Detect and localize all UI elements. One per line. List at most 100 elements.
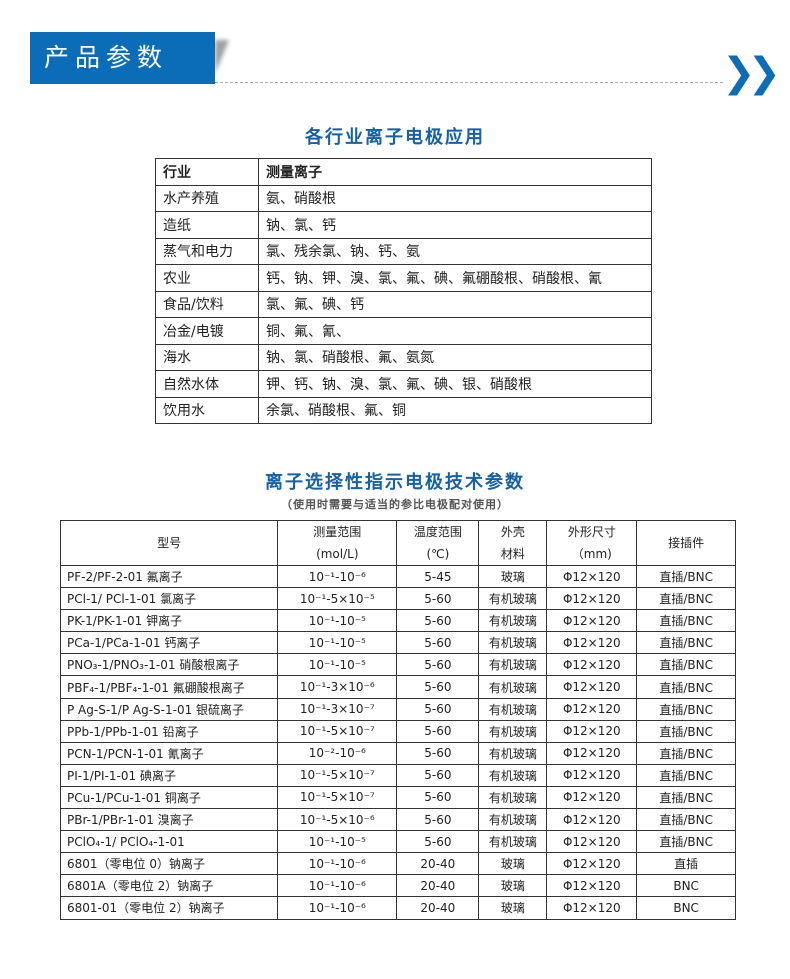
- temperature-cell: 5-60: [396, 631, 480, 655]
- table-row: 冶金/电镀 铜、氟、氰、: [155, 317, 652, 345]
- table-row: PCa-1/PCa-1-01 钙离子 10⁻¹-10⁻⁵ 5-60 有机玻璃 Φ12×1…: [59, 631, 736, 655]
- connector-cell: 直插/BNC: [636, 741, 736, 765]
- model-cell: PBr-1/PBr-1-01 溴离子: [59, 808, 279, 832]
- temperature-cell: 5-60: [396, 741, 480, 765]
- table-row: PBF₄-1/PBF₄-1-01 氟硼酸根离子 10⁻¹-3×10⁻⁶ 5-60 有机…: [59, 675, 736, 699]
- connector-cell: 直插/BNC: [636, 564, 736, 589]
- table-row: PCu-1/PCu-1-01 铜离子 10⁻¹-5×10⁻⁷ 5-60 有机玻璃 Φ12…: [59, 785, 736, 810]
- range-cell: 10⁻¹-3×10⁻⁶: [277, 675, 398, 699]
- dimension-cell: Φ12×120: [546, 763, 638, 787]
- model-cell: PCN-1/PCN-1-01 氰离子: [59, 741, 279, 765]
- column-header: 行业: [155, 158, 259, 186]
- dimension-cell: Φ12×120: [546, 697, 638, 721]
- ions-cell: 钠、氯、钙: [258, 211, 652, 239]
- column-header-line: 测量范围: [313, 525, 362, 539]
- industry-table: 行业 测量离子 水产养殖 氨、硝酸根 造纸 钠、氯、钙 蒸气和电力 氯、残余氯、钠、钙、氨 农业…: [155, 158, 652, 424]
- housing-cell: 有机玻璃: [478, 587, 548, 611]
- housing-cell: 有机玻璃: [478, 763, 548, 787]
- dimension-cell: Φ12×120: [546, 741, 638, 765]
- column-header-line: 接插件: [668, 536, 705, 550]
- temperature-cell: 5-60: [396, 653, 480, 677]
- ions-cell: 氨、硝酸根: [258, 184, 652, 212]
- model-cell: PI-1/PI-1-01 碘离子: [59, 763, 279, 787]
- housing-cell: 有机玻璃: [478, 653, 548, 677]
- ions-cell: 钠、氯、硝酸根、氟、氨氮: [258, 343, 652, 371]
- housing-cell: 玻璃: [478, 874, 548, 898]
- housing-cell: 有机玻璃: [478, 830, 548, 854]
- connector-cell: BNC: [636, 874, 736, 898]
- column-header: 温度范围 (℃): [396, 520, 480, 566]
- column-header-line: (mol/L): [316, 547, 359, 561]
- industry-table-title: 各行业离子电极应用: [305, 127, 485, 148]
- industry-cell: 自然水体: [155, 370, 259, 398]
- model-cell: PK-1/PK-1-01 钾离子: [59, 609, 279, 633]
- connector-cell: 直插/BNC: [636, 763, 736, 787]
- connector-cell: 直插/BNC: [636, 830, 736, 854]
- column-header: 测量离子: [258, 158, 652, 186]
- dimension-cell: Φ12×120: [546, 785, 638, 810]
- industry-cell: 造纸: [155, 211, 259, 239]
- column-header-line: 外形尺寸: [567, 525, 616, 539]
- dimension-cell: Φ12×120: [546, 874, 638, 898]
- connector-cell: 直插/BNC: [636, 785, 736, 810]
- range-cell: 10⁻¹-5×10⁻⁷: [277, 763, 398, 787]
- range-cell: 10⁻¹-10⁻⁵: [277, 830, 398, 854]
- range-cell: 10⁻¹-5×10⁻⁷: [277, 719, 398, 743]
- range-cell: 10⁻¹-10⁻⁶: [277, 874, 398, 898]
- table-row: 6801（零电位 0）钠离子 10⁻¹-10⁻⁶ 20-40 玻璃 Φ12×120 直插: [59, 852, 736, 876]
- spec-table: 型号 测量范围 (mol/L) 温度范围 (℃) 外壳 材料 外形尺寸 （mm) 接插件 PF-2/…: [59, 520, 736, 920]
- housing-cell: 玻璃: [478, 852, 548, 876]
- model-cell: PClO₄-1/ PClO₄-1-01: [59, 830, 279, 854]
- column-header: 外形尺寸 （mm): [546, 520, 638, 566]
- table-row: PI-1/PI-1-01 碘离子 10⁻¹-5×10⁻⁷ 5-60 有机玻璃 Φ12×1…: [59, 763, 736, 787]
- table-row: 食品/饮料 氯、氟、碘、钙: [155, 290, 652, 318]
- column-header-line: 外壳: [500, 525, 525, 539]
- temperature-cell: 20-40: [396, 874, 480, 898]
- connector-cell: 直插/BNC: [636, 675, 736, 699]
- temperature-cell: 5-60: [396, 763, 480, 787]
- table-row: 造纸 钠、氯、钙: [155, 211, 652, 239]
- dimension-cell: Φ12×120: [546, 609, 638, 633]
- temperature-cell: 5-45: [396, 564, 480, 589]
- industry-cell: 海水: [155, 343, 259, 371]
- column-header: 型号: [59, 520, 279, 566]
- range-cell: 10⁻¹-10⁻⁵: [277, 653, 398, 677]
- industry-cell: 饮用水: [155, 396, 259, 424]
- range-cell: 10⁻¹-5×10⁻⁶: [277, 808, 398, 832]
- table-row: 饮用水 余氯、硝酸根、氟、铜: [155, 396, 652, 424]
- housing-cell: 有机玻璃: [478, 675, 548, 699]
- range-cell: 10⁻¹-5×10⁻⁷: [277, 785, 398, 810]
- dimension-cell: Φ12×120: [546, 675, 638, 699]
- housing-cell: 有机玻璃: [478, 697, 548, 721]
- column-header: 接插件: [636, 520, 736, 566]
- ions-cell: 钾、钙、钠、溴、氯、氟、碘、银、硝酸根: [258, 370, 652, 398]
- double-chevron-right-icon: ❯❯: [722, 50, 781, 96]
- range-cell: 10⁻¹-10⁻⁶: [277, 564, 398, 589]
- range-cell: 10⁻¹-10⁻⁶: [277, 896, 398, 920]
- table-row: P Ag-S-1/P Ag-S-1-01 银硫离子 10⁻¹-3×10⁻⁷ 5-60…: [59, 697, 736, 721]
- connector-cell: 直插: [636, 852, 736, 876]
- model-cell: PCl-1/ PCl-1-01 氯离子: [59, 587, 279, 611]
- connector-cell: 直插/BNC: [636, 719, 736, 743]
- range-cell: 10⁻²-10⁻⁶: [277, 741, 398, 765]
- temperature-cell: 20-40: [396, 852, 480, 876]
- temperature-cell: 5-60: [396, 719, 480, 743]
- industry-cell: 农业: [155, 264, 259, 292]
- model-cell: 6801-01（零电位 2）钠离子: [59, 896, 279, 920]
- temperature-cell: 5-60: [396, 785, 480, 810]
- table-row: PNO₃-1/PNO₃-1-01 硝酸根离子 10⁻¹-10⁻⁵ 5-60 有机玻璃 Φ…: [59, 653, 736, 677]
- temperature-cell: 5-60: [396, 808, 480, 832]
- model-cell: PCa-1/PCa-1-01 钙离子: [59, 631, 279, 655]
- table-row: PClO₄-1/ PClO₄-1-01 10⁻¹-10⁻⁵ 5-60 有机玻璃 Φ12×…: [59, 830, 736, 854]
- spec-table-subtitle: （使用时需要与适当的参比电极配对使用）: [281, 498, 509, 511]
- connector-cell: 直插/BNC: [636, 609, 736, 633]
- column-header-line: （mm): [571, 547, 612, 561]
- housing-cell: 玻璃: [478, 564, 548, 589]
- industry-cell: 水产养殖: [155, 184, 259, 212]
- housing-cell: 有机玻璃: [478, 785, 548, 810]
- spec-table-title: 离子选择性指示电极技术参数: [265, 472, 525, 493]
- column-header-line: 型号: [157, 536, 182, 550]
- column-header-line: (℃): [426, 547, 450, 561]
- ions-cell: 铜、氟、氰、: [258, 317, 652, 345]
